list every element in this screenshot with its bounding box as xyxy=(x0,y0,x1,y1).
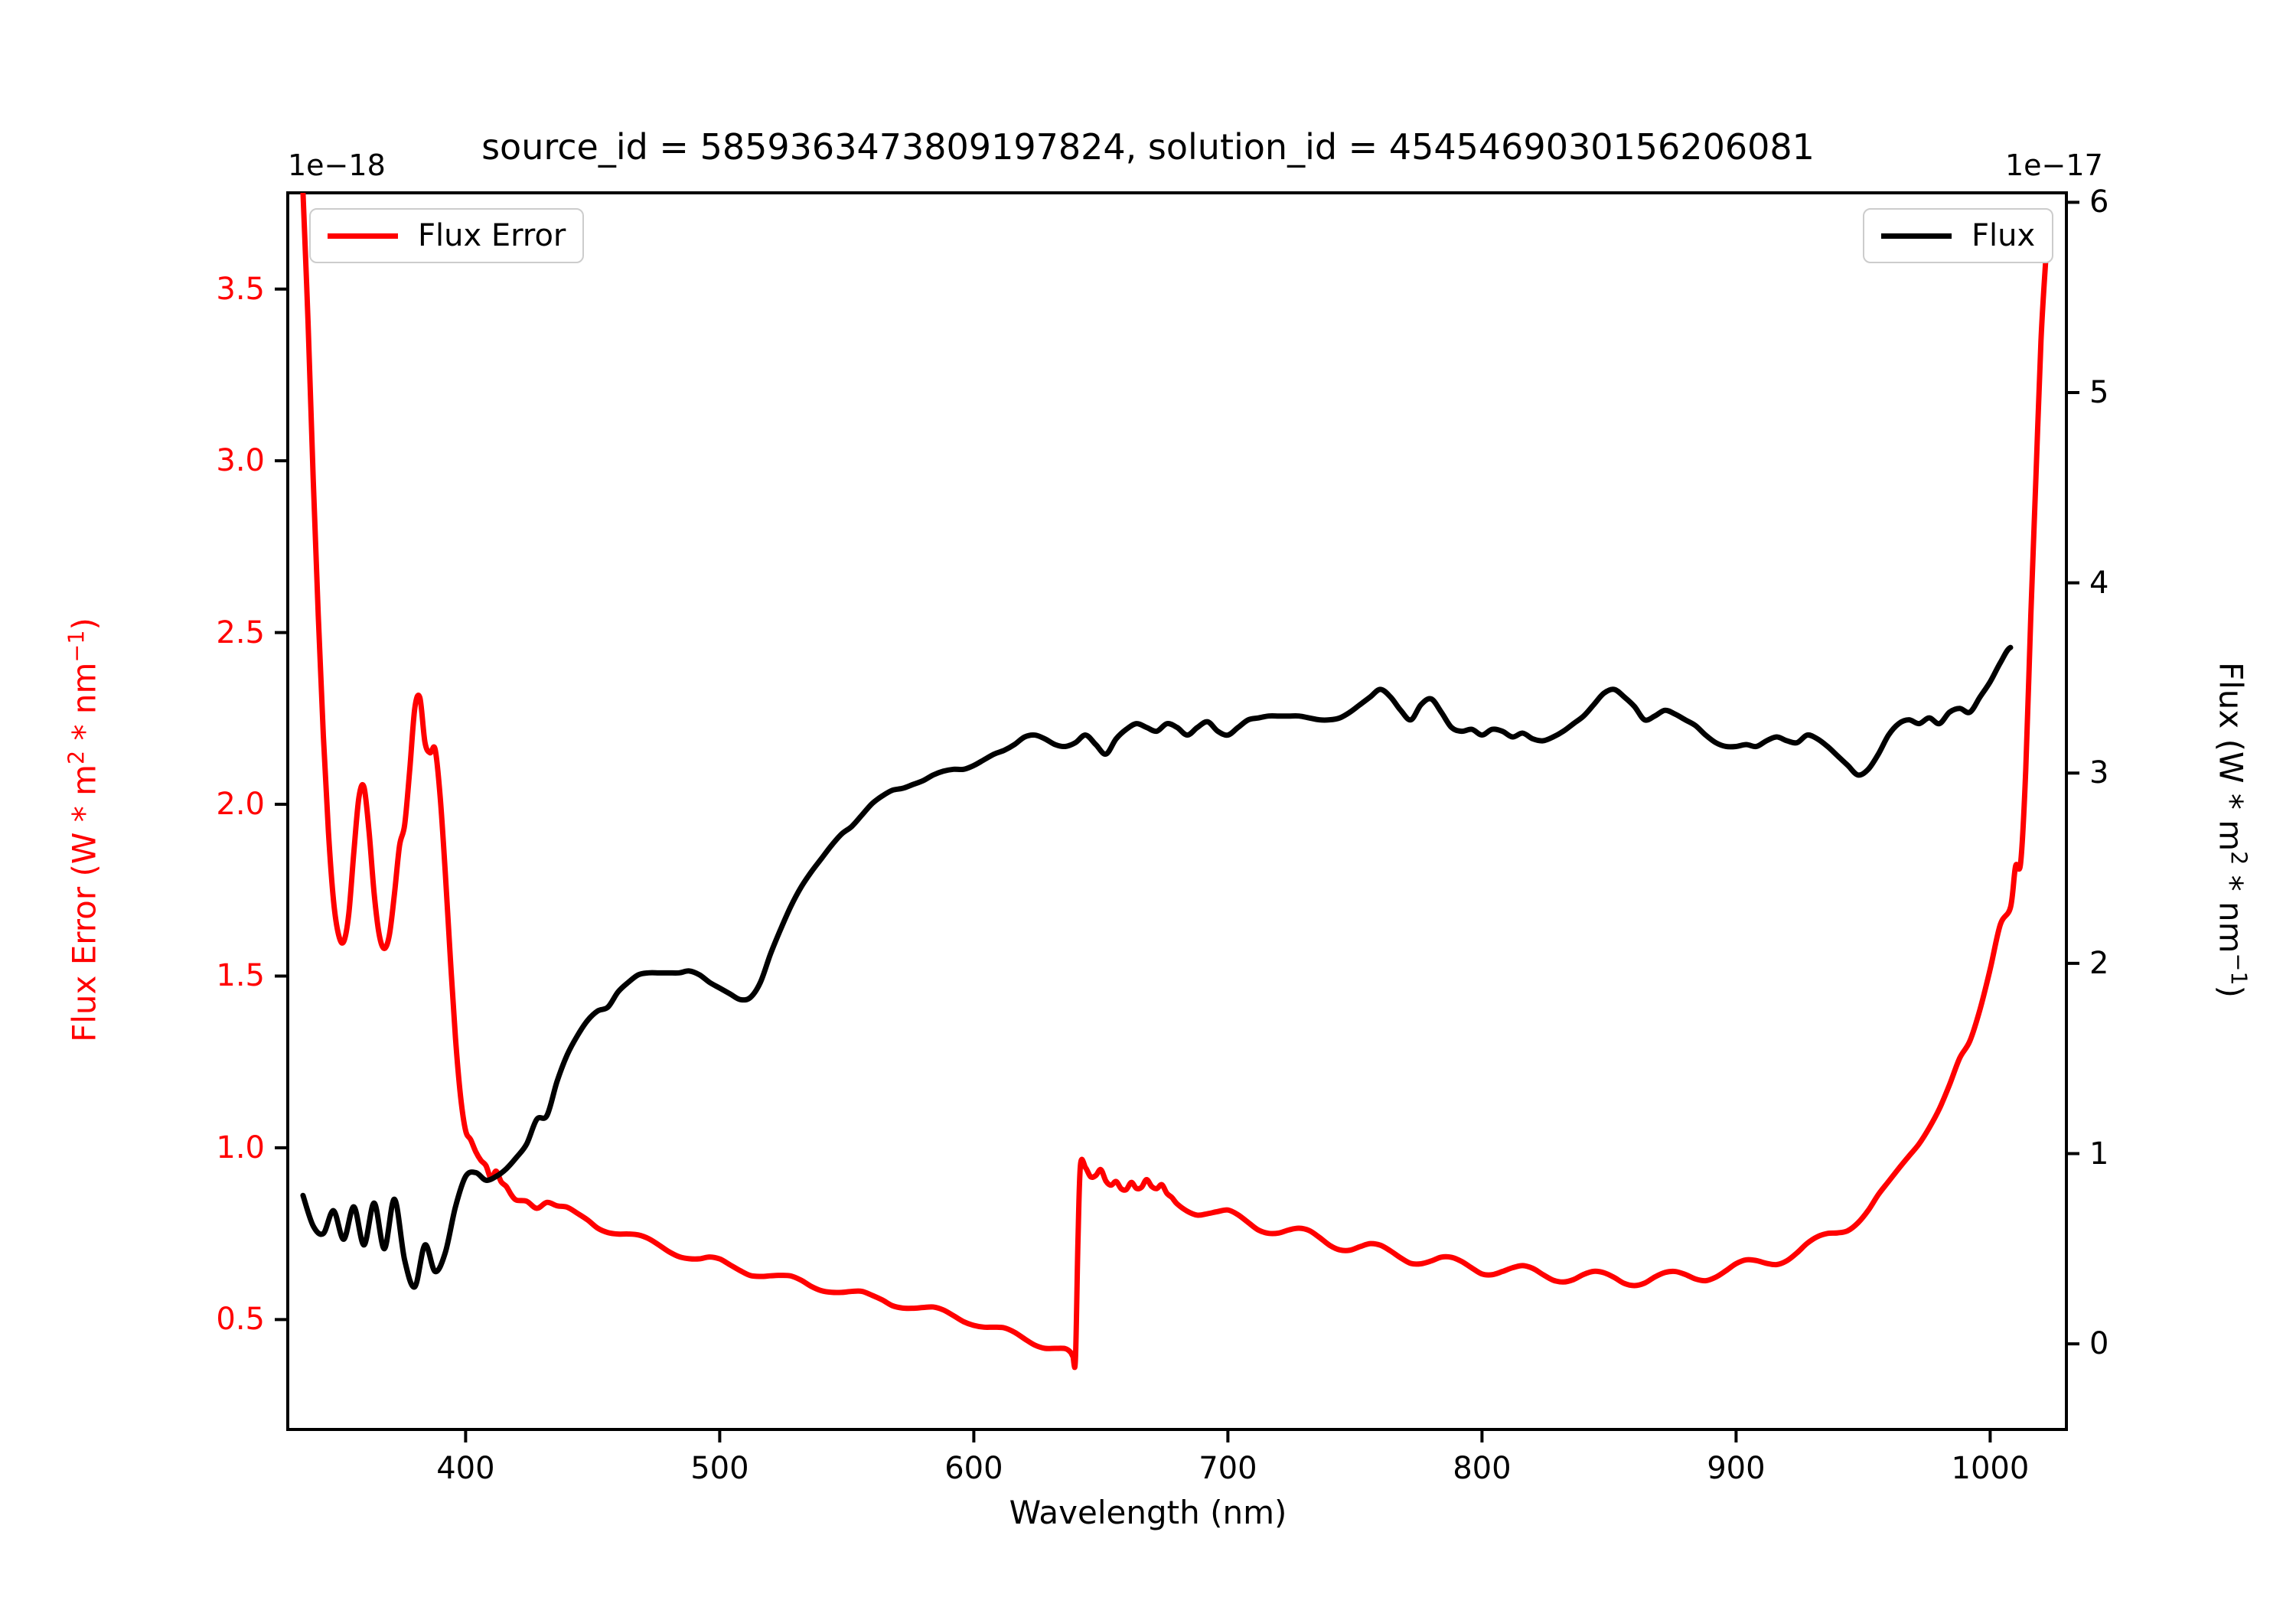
legend-flux-error-label: Flux Error xyxy=(418,218,566,253)
x-tick-label: 1000 xyxy=(1951,1451,2030,1486)
right-y-tick-label: 1 xyxy=(2089,1136,2109,1172)
x-tick-label: 700 xyxy=(1199,1451,1257,1486)
left-y-tick-label: 3.0 xyxy=(216,443,265,479)
right-y-tick-label: 6 xyxy=(2089,184,2109,220)
legend-flux-error[interactable]: Flux Error xyxy=(309,208,585,263)
left-y-axis-label-text: Flux Error (W * m2 * nm−1) xyxy=(63,618,103,1042)
right-y-tick-label: 5 xyxy=(2089,375,2109,411)
plot-title: source_id = 5859363473809197824, solutio… xyxy=(481,126,1815,168)
x-tick-label: 900 xyxy=(1707,1451,1766,1486)
x-tick-label: 600 xyxy=(944,1451,1003,1486)
legend-flux[interactable]: Flux xyxy=(1863,208,2054,263)
legend-flux-label: Flux xyxy=(1971,218,2036,253)
left-y-tick-label: 1.0 xyxy=(216,1129,265,1165)
right-y-tick-label: 4 xyxy=(2089,565,2109,601)
left-axis-offset-text: 1e−18 xyxy=(288,148,386,182)
left-y-tick-label: 0.5 xyxy=(216,1302,265,1338)
right-y-tick-label: 0 xyxy=(2089,1326,2109,1362)
legend-flux-error-swatch xyxy=(328,233,398,239)
left-y-tick-label: 2.5 xyxy=(216,614,265,650)
left-y-tick-label: 2.0 xyxy=(216,787,265,823)
legend-flux-swatch xyxy=(1881,233,1952,239)
axis-ticks xyxy=(275,200,2079,1442)
right-y-tick-label: 3 xyxy=(2089,755,2109,791)
right-y-axis-label: Flux (W * m2 * nm−1) xyxy=(2212,448,2252,1213)
left-y-axis-label: Flux Error (W * m2 * nm−1) xyxy=(63,448,103,1213)
right-axis-offset-text: 1e−17 xyxy=(2005,148,2103,182)
flux-line xyxy=(300,644,2014,1290)
x-tick-label: 400 xyxy=(436,1451,495,1486)
plot-frame xyxy=(286,191,2068,1431)
left-y-tick-label: 3.5 xyxy=(216,271,265,307)
right-y-tick-label: 2 xyxy=(2089,945,2109,981)
x-axis-label: Wavelength (nm) xyxy=(1009,1494,1287,1531)
x-tick-label: 800 xyxy=(1453,1451,1512,1486)
flux-error-line xyxy=(300,193,2049,1371)
left-y-tick-label: 1.5 xyxy=(216,958,265,994)
data-series-group xyxy=(300,193,2049,1371)
right-y-axis-label-text: Flux (W * m2 * nm−1) xyxy=(2212,661,2252,999)
x-tick-label: 500 xyxy=(690,1451,749,1486)
